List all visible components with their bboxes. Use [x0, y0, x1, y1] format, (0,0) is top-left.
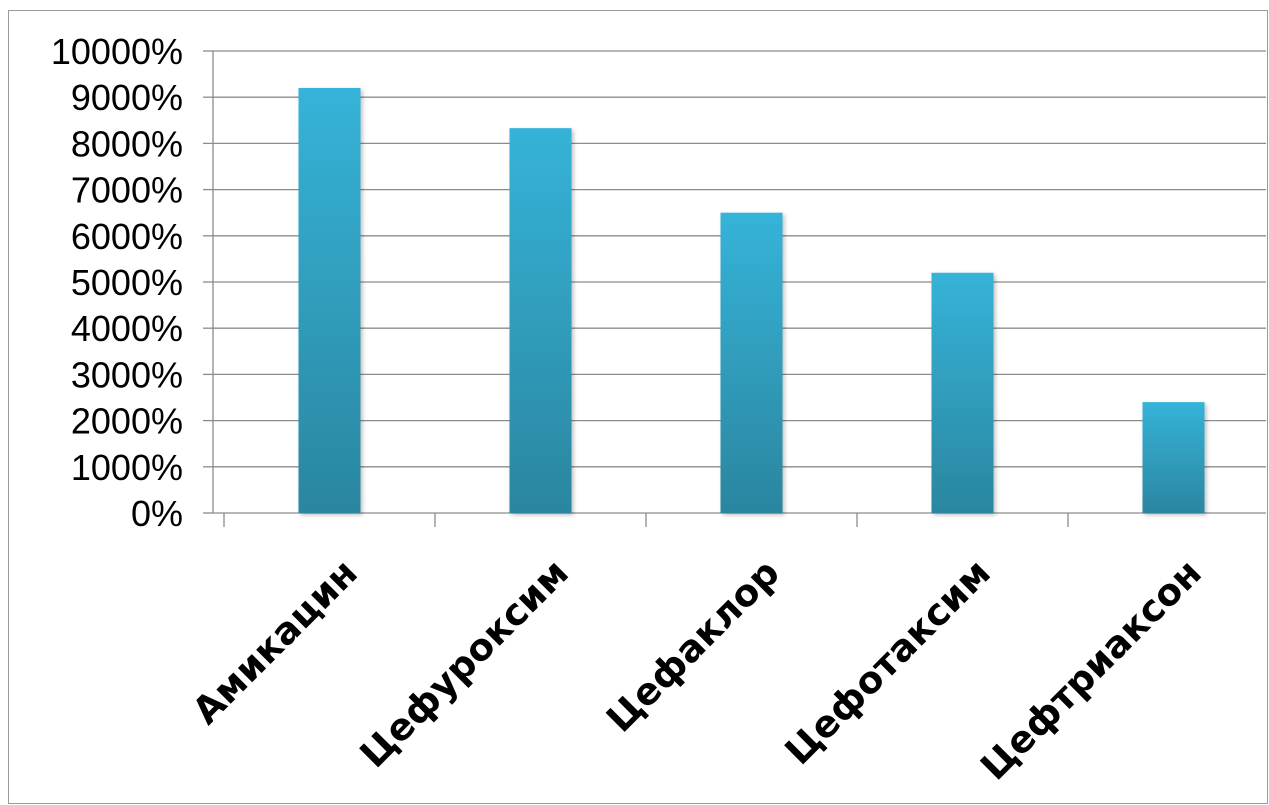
y-tick-label: 1000%: [71, 447, 183, 488]
x-tick-label: Цефаклор: [598, 551, 788, 741]
x-tick-label: Амикацин: [184, 551, 366, 733]
y-tick-label: 2000%: [71, 401, 183, 442]
y-tick-label: 7000%: [71, 170, 183, 211]
x-tick-label: Цефуроксим: [352, 551, 577, 776]
x-tick-label: Цефтриаксон: [972, 551, 1210, 789]
y-tick-label: 6000%: [71, 216, 183, 257]
chart-frame: [8, 10, 1268, 804]
axes: [203, 50, 1069, 527]
y-tick-label: 10000%: [51, 31, 183, 72]
bar: [1142, 402, 1205, 513]
y-tick-label: 0%: [131, 493, 183, 534]
bar: [298, 87, 361, 514]
bar: [509, 128, 572, 514]
bar: [931, 272, 994, 513]
bar: [720, 212, 783, 513]
gridlines: [213, 50, 1266, 514]
y-tick-label: 5000%: [71, 262, 183, 303]
x-tick-label: Цефотаксим: [777, 551, 999, 773]
y-tick-label: 3000%: [71, 354, 183, 395]
y-tick-labels: 0% 1000% 2000% 3000% 4000% 5000% 6000% 7000% 800…: [51, 31, 183, 534]
y-tick-label: 4000%: [71, 308, 183, 349]
y-tick-label: 8000%: [71, 123, 183, 164]
y-tick-label: 9000%: [71, 77, 183, 118]
bars: [298, 87, 1205, 514]
